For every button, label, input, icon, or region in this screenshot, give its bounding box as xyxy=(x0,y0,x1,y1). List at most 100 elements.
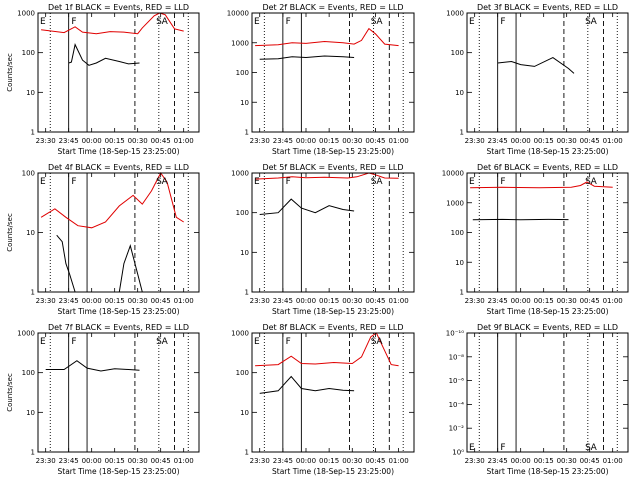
events-series xyxy=(56,234,143,293)
x-tick-label: 00:45 xyxy=(151,137,171,145)
x-tick-label: 23:30 xyxy=(36,457,56,465)
plot-frame xyxy=(466,12,629,133)
x-tick-label: 00:00 xyxy=(511,297,531,305)
x-tick-label: 23:45 xyxy=(273,137,293,145)
y-tick-label: 10⁻⁴ xyxy=(449,401,465,409)
x-tick-label: 00:00 xyxy=(511,137,531,145)
plot-frame xyxy=(251,172,415,293)
flag-marker-f: F xyxy=(71,337,76,347)
x-tick-label: 00:00 xyxy=(296,137,316,145)
plot-frame xyxy=(37,332,200,453)
x-tick-label: 00:15 xyxy=(534,137,554,145)
x-tick-label: 00:00 xyxy=(82,137,102,145)
flag-marker-s: S xyxy=(371,337,377,347)
flag-marker-e: E xyxy=(40,17,46,27)
flag-marker-s: S xyxy=(585,443,591,453)
flag-marker-e: E xyxy=(254,17,260,27)
x-tick-label: 00:00 xyxy=(511,457,531,465)
y-tick-label: 100 xyxy=(451,49,464,57)
x-tick-label: 00:30 xyxy=(557,297,577,305)
x-tick-label: 00:30 xyxy=(557,457,577,465)
chart-panel-8: Det 8f BLACK = Events, RED = LLD Start Ti… xyxy=(231,323,415,476)
x-tick-label: 23:30 xyxy=(465,297,485,305)
x-tick-label: 23:30 xyxy=(36,297,56,305)
y-tick-label: 10 xyxy=(26,229,35,237)
chart-panel-5: Det 5f BLACK = Events, RED = LLD Start Ti… xyxy=(231,163,415,316)
y-tick-label: 10 xyxy=(455,259,464,267)
events-series xyxy=(45,360,140,372)
x-tick-label: 23:30 xyxy=(36,137,56,145)
x-tick-label: 01:00 xyxy=(388,297,408,305)
flag-marker-s: S xyxy=(585,177,591,187)
y-tick-label: 100 xyxy=(22,170,35,178)
x-tick-label: 23:30 xyxy=(465,457,485,465)
y-tick-label: 100 xyxy=(451,229,464,237)
flag-marker-s: S xyxy=(371,177,377,187)
y-tick-label: 10⁻¹⁰ xyxy=(446,330,464,338)
lld-series xyxy=(470,181,613,189)
flag-marker-f: F xyxy=(286,17,291,27)
chart-panel-2: Det 2f BLACK = Events, RED = LLD Start Ti… xyxy=(227,3,415,156)
y-tick-label: 1 xyxy=(460,129,464,137)
x-tick-label: 01:00 xyxy=(603,457,623,465)
flag-marker-e: E xyxy=(254,337,260,347)
x-axis-label: Start Time (18-Sep-15 23:25:00) xyxy=(272,307,394,316)
chart-panel-4: Det 4f BLACK = Events, RED = LLD Counts/s… xyxy=(6,163,200,316)
y-tick-label: 10⁻⁸ xyxy=(449,353,465,361)
y-tick-label: 1000 xyxy=(231,39,249,47)
y-tick-label: 10 xyxy=(26,409,35,417)
y-tick-label: 100 xyxy=(236,369,249,377)
x-tick-label: 00:00 xyxy=(82,297,102,305)
flag-marker-a: A xyxy=(376,17,383,27)
x-tick-label: 01:00 xyxy=(174,297,194,305)
x-tick-label: 00:30 xyxy=(128,457,148,465)
y-tick-label: 10 xyxy=(240,409,249,417)
lld-series xyxy=(255,27,399,47)
y-tick-label: 1000 xyxy=(231,330,249,338)
y-axis-label: Counts/sec xyxy=(6,213,14,252)
x-tick-label: 23:45 xyxy=(273,457,293,465)
y-tick-label: 1 xyxy=(245,289,249,297)
chart-title: Det 3f BLACK = Events, RED = LLD xyxy=(477,3,618,12)
x-tick-label: 00:15 xyxy=(534,297,554,305)
y-tick-label: 100 xyxy=(236,69,249,77)
flag-marker-a: A xyxy=(591,17,598,27)
events-series xyxy=(497,57,575,74)
x-tick-label: 00:45 xyxy=(151,457,171,465)
flag-marker-e: E xyxy=(40,177,46,187)
x-tick-label: 00:45 xyxy=(580,457,600,465)
y-tick-label: 10 xyxy=(240,99,249,107)
x-tick-label: 23:30 xyxy=(250,137,270,145)
flag-marker-f: F xyxy=(500,17,505,27)
x-axis-label: Start Time (18-Sep-15 23:25:00) xyxy=(487,467,609,476)
x-axis-label: Start Time (18-Sep-15 23:25:00) xyxy=(272,147,394,156)
y-tick-label: 10 xyxy=(240,249,249,257)
x-tick-label: 00:15 xyxy=(319,297,339,305)
flag-marker-e: E xyxy=(469,17,475,27)
x-tick-label: 00:00 xyxy=(296,297,316,305)
x-tick-label: 00:15 xyxy=(319,457,339,465)
x-tick-label: 23:45 xyxy=(273,297,293,305)
x-axis-label: Start Time (18-Sep-15 23:25:00) xyxy=(487,147,609,156)
x-tick-label: 01:00 xyxy=(603,137,623,145)
x-tick-label: 00:15 xyxy=(534,457,554,465)
x-tick-label: 01:00 xyxy=(388,457,408,465)
x-tick-label: 00:30 xyxy=(342,457,362,465)
y-tick-label: 1 xyxy=(245,129,249,137)
x-tick-label: 23:30 xyxy=(250,297,270,305)
chart-panel-7: Det 7f BLACK = Events, RED = LLD Counts/s… xyxy=(6,323,200,476)
events-series xyxy=(259,375,355,394)
x-axis-label: Start Time (18-Sep-15 23:25:00) xyxy=(58,307,180,316)
x-tick-label: 23:45 xyxy=(59,457,79,465)
y-tick-label: 1 xyxy=(31,129,35,137)
x-tick-label: 01:00 xyxy=(603,297,623,305)
chart-title: Det 9f BLACK = Events, RED = LLD xyxy=(477,323,618,332)
x-tick-label: 23:45 xyxy=(59,137,79,145)
y-tick-label: 1000 xyxy=(446,199,464,207)
flag-marker-f: F xyxy=(286,337,291,347)
chart-title: Det 5f BLACK = Events, RED = LLD xyxy=(262,163,403,172)
x-tick-label: 00:00 xyxy=(82,457,102,465)
x-tick-label: 00:45 xyxy=(151,297,171,305)
plot-frame xyxy=(37,12,200,133)
y-tick-label: 10 xyxy=(26,89,35,97)
